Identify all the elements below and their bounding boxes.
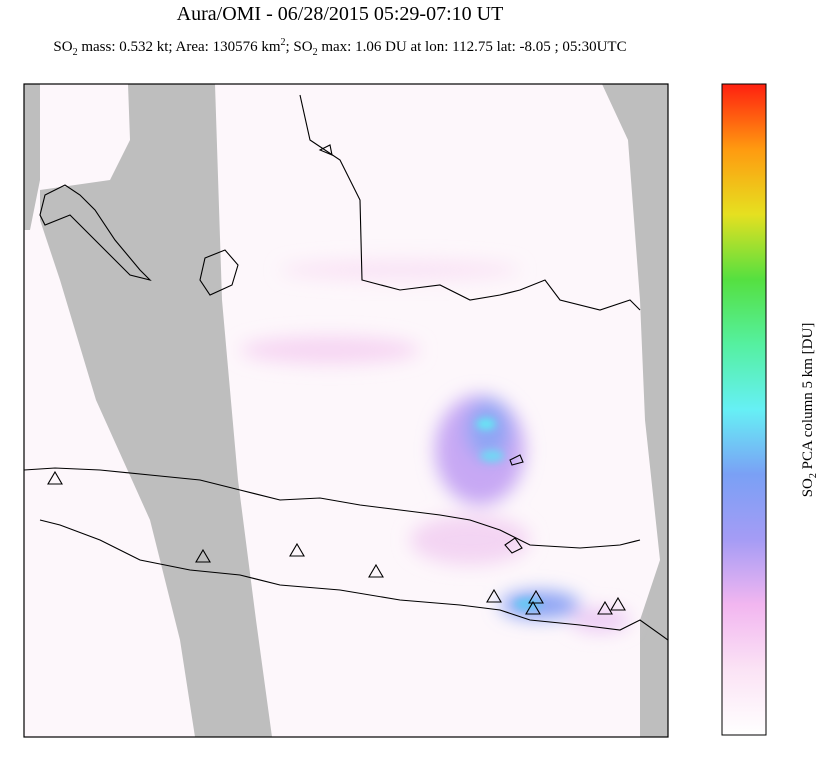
superscript: 2 bbox=[280, 37, 285, 48]
map-body bbox=[24, 84, 668, 737]
subtitle-text: SO bbox=[53, 39, 72, 55]
coastline bbox=[24, 94, 668, 641]
subtitle-text: ; SO bbox=[285, 39, 312, 55]
colorbar-label-text: SO bbox=[800, 478, 816, 497]
colorbar-label: SO2 PCA column 5 km [DU] bbox=[800, 323, 819, 498]
subscript: 2 bbox=[808, 473, 819, 478]
title: Aura/OMI - 06/28/2015 05:29-07:10 UT bbox=[177, 3, 504, 25]
no-data bbox=[24, 84, 40, 230]
subtitle: SO2 mass: 0.532 kt; Area: 130576 km2; SO… bbox=[53, 37, 626, 58]
subscript: 2 bbox=[73, 47, 78, 58]
colorbar bbox=[721, 83, 767, 736]
volcano-markers bbox=[47, 470, 626, 615]
no-data bbox=[40, 84, 272, 737]
subtitle-text: max: 1.06 DU at lon: 112.75 lat: -8.05 ;… bbox=[318, 39, 627, 55]
subscript: 2 bbox=[313, 47, 318, 58]
so2-plume bbox=[240, 260, 630, 632]
no-data bbox=[602, 84, 668, 737]
frame bbox=[23, 83, 669, 738]
colorbar-label-text: PCA column 5 km [DU] bbox=[800, 323, 816, 473]
subtitle-text: mass: 0.532 kt; Area: 130576 km bbox=[78, 39, 281, 55]
so2-core bbox=[476, 418, 542, 610]
